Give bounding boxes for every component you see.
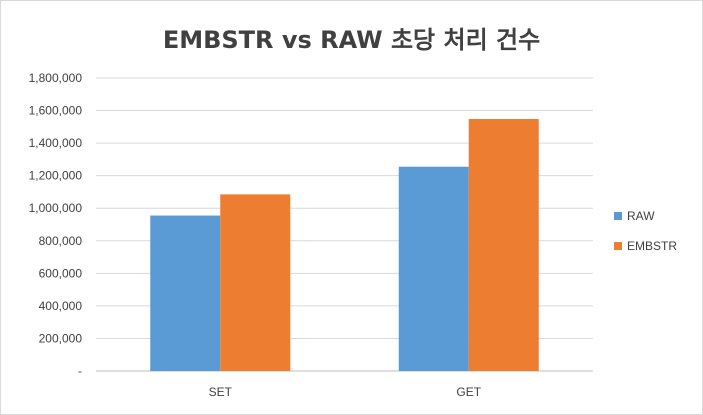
legend-label-embstr: EMBSTR xyxy=(627,239,677,253)
legend-swatch-raw xyxy=(614,212,622,220)
y-axis-ticks: - 200,000 400,000 600,000 800,000 1,000,000 1,… xyxy=(29,71,83,378)
y-tick-label: 200,000 xyxy=(39,331,83,345)
y-tick-label: 1,200,000 xyxy=(29,169,83,183)
y-tick-label: 1,800,000 xyxy=(29,71,83,85)
y-tick-label: 600,000 xyxy=(39,266,83,280)
bar-raw-set xyxy=(150,215,221,371)
bar-embstr-get xyxy=(468,119,539,372)
y-tick-label: 1,600,000 xyxy=(29,104,83,118)
bar-raw-get xyxy=(398,166,469,371)
y-tick-label: 1,400,000 xyxy=(29,136,83,150)
y-tick-label: 800,000 xyxy=(39,234,83,248)
x-category-label: SET xyxy=(209,385,233,399)
legend-swatch-embstr xyxy=(614,242,622,250)
legend: RAW EMBSTR xyxy=(614,209,677,253)
bar-embstr-set xyxy=(220,194,291,371)
x-category-label: GET xyxy=(456,385,481,399)
y-tick-label: 400,000 xyxy=(39,299,83,313)
y-tick-label: 1,000,000 xyxy=(29,201,83,215)
legend-label-raw: RAW xyxy=(627,209,655,223)
chart-title: EMBSTR vs RAW 초당 처리 건수 xyxy=(162,26,541,54)
x-axis-categories: SET GET xyxy=(209,385,482,399)
bars xyxy=(150,119,539,372)
y-tick-label: - xyxy=(78,364,82,378)
